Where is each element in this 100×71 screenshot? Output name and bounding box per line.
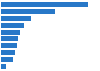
Bar xyxy=(1,9,55,14)
Bar xyxy=(1,23,24,28)
Bar xyxy=(1,30,20,35)
Bar xyxy=(1,36,18,41)
Bar xyxy=(1,57,13,62)
Bar xyxy=(1,43,17,48)
Bar xyxy=(1,50,15,55)
Bar xyxy=(1,16,31,21)
Bar xyxy=(1,2,88,7)
Bar xyxy=(1,64,6,69)
